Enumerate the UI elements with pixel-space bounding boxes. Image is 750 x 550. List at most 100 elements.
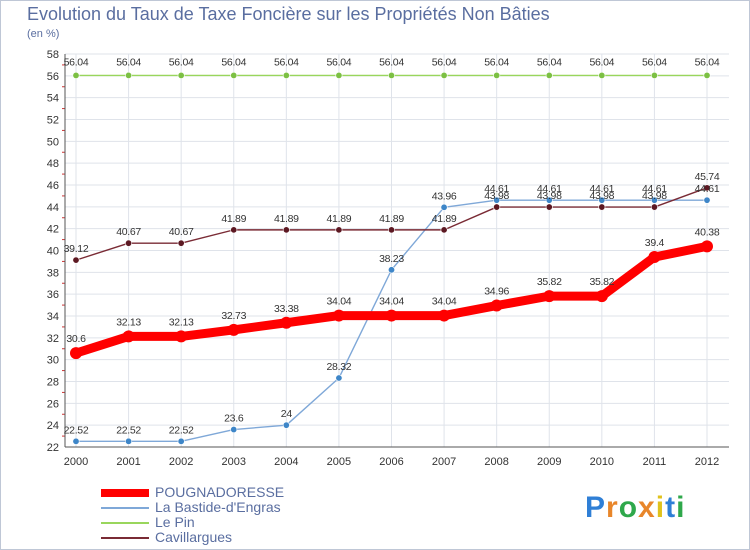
- data-point: [701, 240, 713, 253]
- data-point: [493, 196, 501, 204]
- data-label: 41.89: [379, 213, 404, 225]
- data-label: 32.73: [221, 310, 246, 322]
- data-label: 44.61: [589, 183, 614, 195]
- y-tick-label: 46: [47, 180, 59, 192]
- data-label: 34.04: [379, 296, 404, 308]
- x-tick-label: 2007: [432, 456, 456, 468]
- data-label: 56.04: [432, 56, 457, 68]
- data-point: [440, 71, 448, 79]
- data-label: 38.23: [379, 253, 404, 265]
- data-point: [230, 71, 238, 79]
- logo-letter: t: [665, 491, 677, 524]
- data-label: 33.38: [274, 303, 299, 315]
- data-label: 41.89: [274, 213, 299, 225]
- data-point: [125, 71, 133, 79]
- logo-letter: r: [606, 491, 619, 524]
- legend-label: Cavillargues: [155, 529, 233, 545]
- data-point: [72, 256, 80, 264]
- y-tick-label: 40: [47, 246, 59, 258]
- x-tick-label: 2001: [116, 456, 140, 468]
- data-point: [332, 309, 345, 322]
- data-point: [703, 71, 711, 79]
- data-point: [650, 196, 658, 204]
- data-label: 56.04: [169, 56, 194, 68]
- data-point: [282, 226, 290, 234]
- x-tick-label: 2011: [643, 456, 667, 468]
- data-label: 24: [281, 408, 293, 420]
- legend-swatch: [101, 507, 149, 509]
- y-tick-label: 56: [47, 71, 59, 83]
- y-tick-label: 26: [47, 398, 59, 410]
- data-label: 56.04: [484, 56, 509, 68]
- data-point: [72, 71, 80, 79]
- data-point: [227, 323, 240, 336]
- y-tick-label: 52: [47, 115, 59, 127]
- data-point: [177, 437, 185, 445]
- data-label: 41.89: [327, 213, 352, 225]
- data-point: [703, 196, 711, 204]
- data-label: 40.38: [695, 226, 720, 238]
- data-label: 56.04: [221, 56, 246, 68]
- data-label: 22.52: [169, 424, 194, 436]
- data-label: 43.98: [484, 190, 509, 202]
- y-tick-label: 58: [47, 49, 59, 61]
- data-label: 34.04: [432, 296, 457, 308]
- data-point: [387, 226, 395, 234]
- data-point: [282, 421, 290, 429]
- data-label: 56.04: [379, 56, 404, 68]
- x-tick-label: 2009: [537, 456, 561, 468]
- data-label: 34.04: [327, 296, 352, 308]
- data-point: [543, 290, 556, 303]
- x-tick-label: 2006: [379, 456, 403, 468]
- data-point: [440, 203, 448, 211]
- proxiti-logo: Proxiti: [585, 491, 685, 525]
- data-label: 56.04: [537, 56, 562, 68]
- data-label: 22.52: [64, 424, 89, 436]
- data-label: 43.96: [432, 190, 457, 202]
- data-point: [650, 71, 658, 79]
- data-point: [230, 226, 238, 234]
- logo-letter: P: [585, 491, 607, 524]
- data-point: [545, 203, 553, 211]
- y-tick-label: 54: [47, 93, 59, 105]
- data-label: 56.04: [589, 56, 614, 68]
- y-tick-label: 22: [47, 442, 59, 454]
- data-point: [72, 437, 80, 445]
- legend-label: La Bastide-d'Engras: [155, 499, 281, 515]
- data-point: [125, 437, 133, 445]
- data-label: 28.32: [327, 361, 352, 373]
- x-tick-label: 2004: [274, 456, 298, 468]
- data-point: [335, 226, 343, 234]
- data-label: 44.61: [537, 183, 562, 195]
- y-tick-label: 36: [47, 289, 59, 301]
- x-tick-label: 2005: [327, 456, 351, 468]
- y-tick-label: 28: [47, 377, 59, 389]
- y-tick-label: 44: [47, 202, 59, 214]
- data-point: [648, 251, 661, 264]
- data-point: [545, 71, 553, 79]
- legend-label: Le Pin: [155, 514, 195, 530]
- data-point: [545, 196, 553, 204]
- data-point: [387, 266, 395, 274]
- data-point: [438, 309, 451, 322]
- data-label: 56.04: [642, 56, 667, 68]
- data-label: 23.6: [224, 413, 244, 425]
- x-tick-label: 2010: [590, 456, 614, 468]
- legend-label: POUGNADORESSE: [155, 484, 285, 500]
- y-tick-label: 38: [47, 267, 59, 279]
- data-point: [177, 239, 185, 247]
- logo-letter: x: [638, 491, 656, 524]
- data-label: 56.04: [327, 56, 352, 68]
- data-label: 41.89: [221, 213, 246, 225]
- logo-letter: i: [676, 491, 686, 524]
- data-point: [598, 203, 606, 211]
- y-tick-label: 50: [47, 136, 59, 148]
- data-label: 30.6: [66, 333, 86, 345]
- data-point: [703, 184, 711, 192]
- data-point: [335, 71, 343, 79]
- data-point: [490, 299, 503, 312]
- data-label: 35.82: [537, 276, 562, 288]
- x-tick-label: 2012: [695, 456, 719, 468]
- logo-letter: i: [655, 491, 666, 524]
